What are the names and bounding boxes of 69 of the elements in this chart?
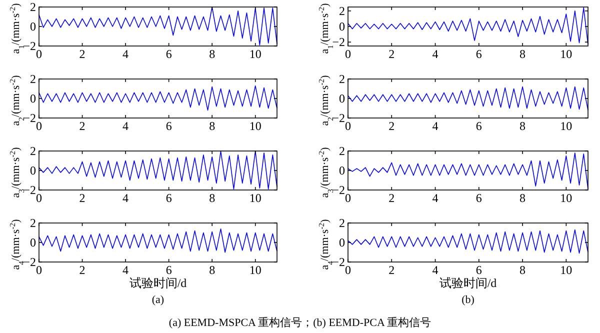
y-tick-label: 0 (339, 92, 345, 106)
y-tick-label: 0 (30, 92, 36, 106)
x-tick-label: 8 (209, 191, 216, 205)
x-tick-label: 8 (520, 191, 526, 205)
x-tick-label: 2 (388, 191, 395, 205)
x-tick-label: 8 (209, 119, 216, 133)
y-tick-label: −2 (332, 111, 345, 125)
text: (a) (152, 294, 164, 306)
x-tick-label: 2 (79, 119, 86, 133)
x-tick-label: 6 (476, 47, 482, 61)
x-tick-label: 4 (122, 119, 129, 133)
x-tick-label: 10 (560, 47, 572, 61)
x-tick-label: 2 (79, 47, 86, 61)
x-tick-label: 4 (432, 191, 438, 205)
x-tick-label: 8 (520, 47, 526, 61)
y-tick-label: 2 (339, 72, 345, 86)
x-tick-label: 8 (209, 263, 216, 277)
x-axis-title: 试验时间/d (439, 276, 497, 290)
x-tick-label: 4 (122, 47, 129, 61)
x-tick-label: 2 (388, 119, 395, 133)
x-tick-label: 6 (166, 119, 172, 133)
x-tick-label: 4 (432, 119, 438, 133)
y-tick-label: 2 (30, 144, 36, 158)
x-tick-label: 10 (249, 119, 262, 133)
x-tick-label: 10 (249, 47, 262, 61)
x-tick-label: 4 (432, 263, 438, 277)
y-tick-label: 0 (339, 236, 345, 250)
y-tick-label: −2 (332, 35, 345, 50)
text: (a) EEMD-MSPCA 重构信号；(b) EEMD-PCA 重构信号 (168, 316, 432, 329)
x-axis-title: 试验时间/d (129, 276, 187, 290)
x-tick-label: 4 (122, 191, 129, 205)
x-tick-label: 8 (209, 47, 216, 61)
x-tick-label: 6 (476, 119, 482, 133)
x-tick-label: 2 (388, 263, 395, 277)
x-tick-label: 2 (79, 191, 86, 205)
y-tick-label: 2 (339, 144, 345, 158)
x-tick-label: 10 (560, 263, 572, 277)
x-tick-label: 4 (432, 47, 438, 61)
y-tick-label: 0 (30, 20, 36, 34)
text: (b) (462, 294, 475, 306)
y-tick-label: −2 (332, 183, 345, 197)
y-tick-label: −2 (23, 39, 36, 53)
y-tick-label: −2 (23, 255, 36, 269)
x-tick-label: 8 (520, 263, 526, 277)
y-tick-label: 2 (339, 4, 345, 18)
x-tick-label: 6 (166, 47, 172, 61)
x-tick-label: 6 (476, 263, 482, 277)
y-tick-label: −2 (332, 255, 345, 269)
x-tick-label: 6 (166, 263, 172, 277)
y-tick-label: 2 (30, 72, 36, 86)
y-tick-label: 2 (339, 216, 345, 230)
y-tick-label: −2 (23, 183, 36, 197)
x-tick-label: 6 (476, 191, 482, 205)
y-tick-label: 2 (30, 0, 36, 14)
y-tick-label: 2 (30, 216, 36, 230)
x-tick-label: 8 (520, 119, 526, 133)
x-tick-label: 2 (79, 263, 86, 277)
x-tick-label: 6 (166, 191, 172, 205)
x-tick-label: 10 (560, 119, 572, 133)
y-tick-label: 0 (339, 20, 345, 34)
y-tick-label: 0 (339, 164, 345, 178)
x-tick-label: 4 (122, 263, 129, 277)
x-tick-label: 10 (249, 263, 262, 277)
y-tick-label: 0 (30, 164, 36, 178)
x-tick-label: 10 (560, 191, 572, 205)
x-tick-label: 2 (388, 47, 395, 61)
x-tick-label: 10 (249, 191, 262, 205)
y-tick-label: −2 (23, 111, 36, 125)
y-tick-label: 0 (30, 236, 36, 250)
